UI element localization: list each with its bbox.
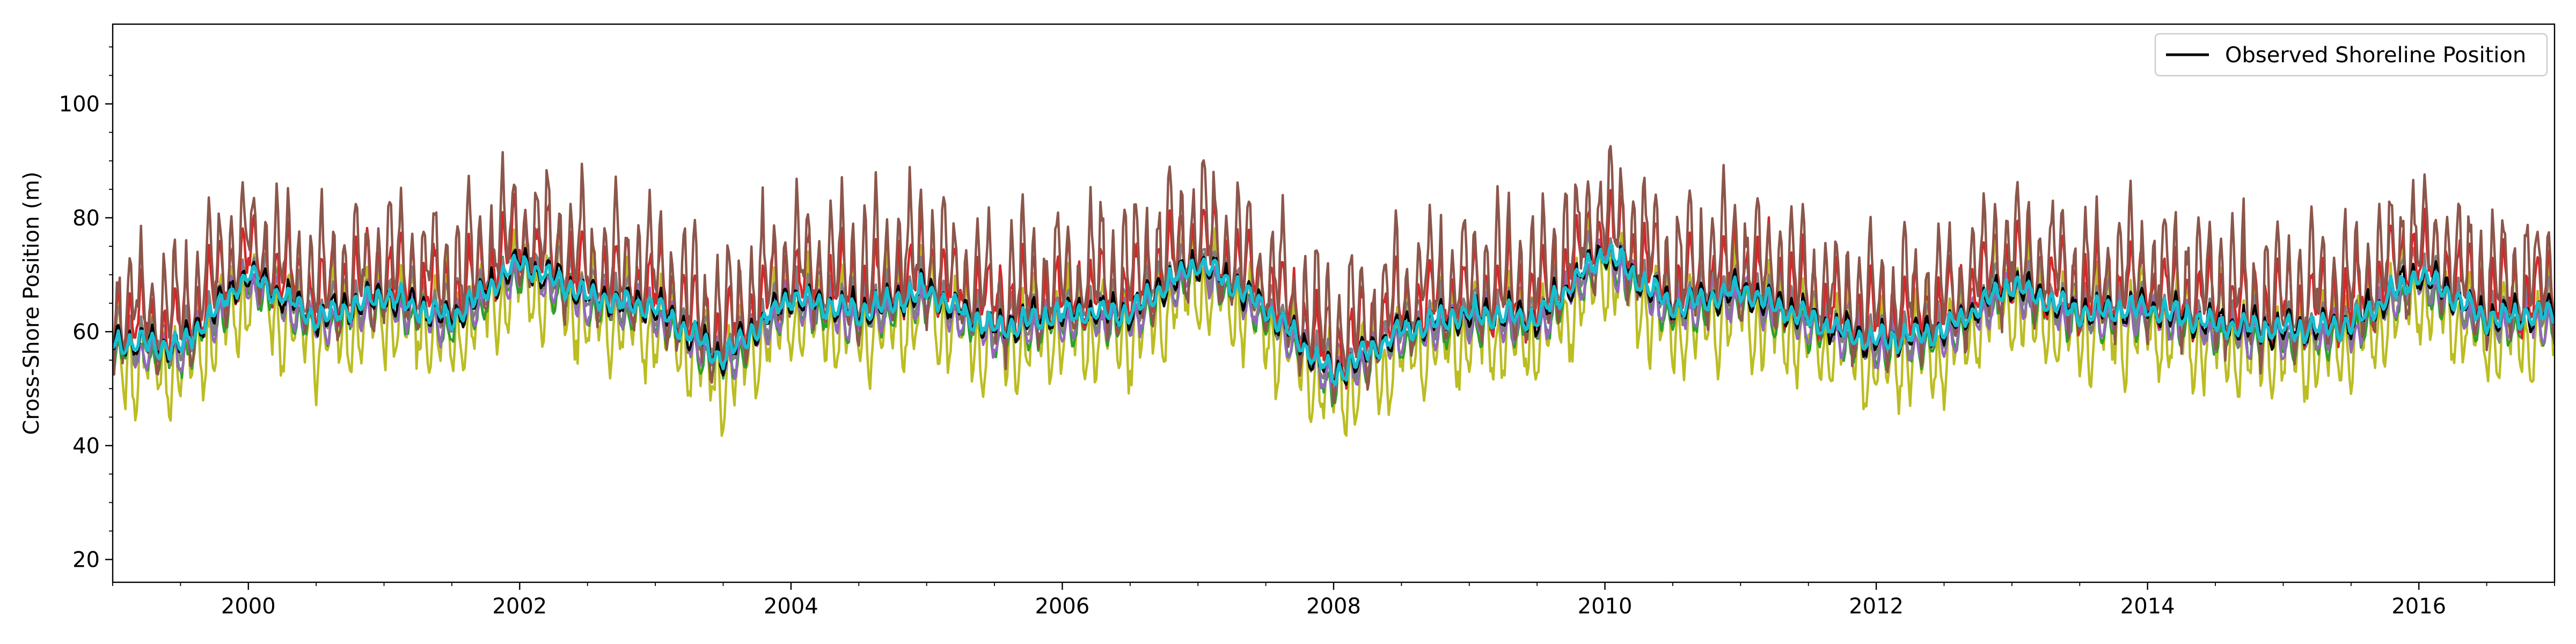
x-tick-label: 2008	[1306, 594, 1361, 619]
x-tick-label: 2006	[1035, 594, 1090, 619]
y-tick-label: 100	[59, 92, 100, 117]
y-tick-label: 80	[72, 206, 100, 231]
y-tick-label: 60	[72, 320, 100, 345]
x-tick-label: 2014	[2120, 594, 2175, 619]
series-line-3	[113, 145, 2555, 404]
x-tick-label: 2004	[764, 594, 818, 619]
y-tick-label: 40	[72, 434, 100, 458]
x-tick-label: 2012	[1849, 594, 1904, 619]
legend: Observed Shoreline Position	[2154, 33, 2548, 77]
series-layer	[113, 145, 2555, 437]
legend-label-observed: Observed Shoreline Position	[2225, 43, 2526, 68]
y-axis-label: Cross-Shore Position (m)	[19, 172, 44, 435]
y-tick-label: 20	[72, 548, 100, 573]
series-line-8	[113, 243, 2555, 386]
x-tick-label: 2010	[1578, 594, 1633, 619]
series-line-7	[113, 214, 2555, 437]
x-tick-label: 2000	[221, 594, 276, 619]
x-tick-label: 2002	[492, 594, 547, 619]
x-tick-label: 2016	[2391, 594, 2446, 619]
axes-layer: 2000 2002 2004 2006 2008 2010 2012 2014 2016 20 40…	[59, 46, 2555, 619]
legend-box	[2154, 33, 2548, 77]
